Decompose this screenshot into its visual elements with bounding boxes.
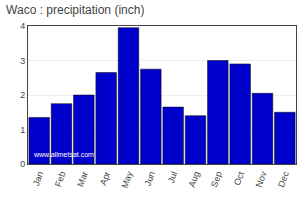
svg-text:Jul: Jul — [166, 170, 179, 184]
svg-text:Jan: Jan — [31, 170, 45, 187]
svg-text:0: 0 — [20, 159, 25, 169]
svg-text:Sep: Sep — [209, 170, 224, 188]
svg-text:Mar: Mar — [75, 170, 90, 188]
svg-text:Waco : precipitation (inch): Waco : precipitation (inch) — [6, 3, 144, 17]
svg-text:www.allmetsat.com: www.allmetsat.com — [33, 151, 94, 158]
svg-text:2: 2 — [20, 90, 25, 100]
svg-text:Oct: Oct — [232, 170, 246, 187]
svg-text:Aug: Aug — [187, 170, 202, 188]
svg-text:3: 3 — [20, 56, 25, 66]
svg-text:Jun: Jun — [143, 170, 157, 187]
svg-text:May: May — [119, 170, 134, 190]
svg-text:Apr: Apr — [98, 170, 112, 187]
svg-text:Dec: Dec — [276, 170, 291, 189]
svg-text:4: 4 — [20, 21, 25, 31]
svg-text:1: 1 — [20, 125, 25, 135]
svg-text:Feb: Feb — [53, 170, 68, 188]
svg-text:Nov: Nov — [254, 170, 269, 189]
